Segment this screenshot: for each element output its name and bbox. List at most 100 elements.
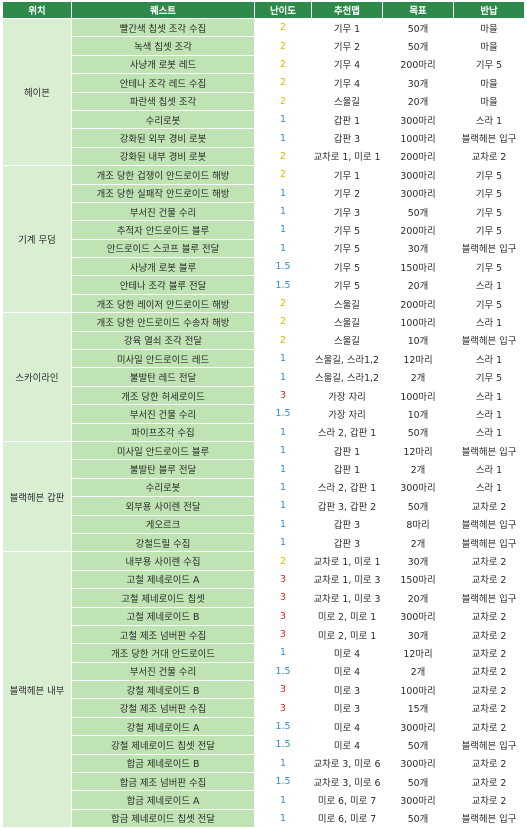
recommended-map-cell: 갑판 3 (311, 532, 383, 553)
recommended-map-cell: 교차로 3, 미로 6 (311, 772, 383, 792)
recommended-map-cell: 기무 5 (311, 257, 383, 277)
quest-name-cell: 게오르크 (71, 514, 255, 534)
table-row: 고철 제네로이드 A 3 교차로 1, 미로 3 150마리 교차로 2 (3, 569, 525, 590)
difficulty-cell: 3 (254, 680, 312, 700)
table-row: 파란색 칩셋 조각 2 스울길 20개 마을 (3, 91, 525, 111)
difficulty-cell: 1 (254, 477, 312, 498)
return-location-cell: 블랙헤븐 입구 (453, 238, 525, 259)
recommended-map-cell: 가장 자리 (311, 385, 383, 406)
recommended-map-cell: 갑판 1 (311, 459, 383, 479)
goal-cell: 50개 (382, 17, 454, 38)
difficulty-cell: 3 (254, 624, 312, 645)
goal-cell: 200마리 (382, 293, 454, 314)
header-location: 위치 (2, 1, 72, 19)
header-recommended-map: 추천맵 (311, 1, 383, 19)
return-location-cell: 스라 1 (453, 477, 525, 498)
goal-cell: 300마리 (382, 606, 454, 626)
recommended-map-cell: 미로 6, 미로 7 (311, 808, 383, 828)
difficulty-cell: 2 (254, 73, 312, 93)
recommended-map-cell: 갑판 1 (311, 109, 383, 130)
goal-cell: 300마리 (382, 165, 454, 185)
quest-name-cell: 부서진 건물 수리 (71, 201, 255, 222)
quest-name-cell: 수리로봇 (71, 109, 255, 130)
difficulty-cell: 1 (254, 532, 312, 553)
goal-cell: 300마리 (382, 477, 454, 498)
table-row: 불발탄 블루 전달 1 갑판 1 2개 스라 1 (3, 459, 525, 479)
quest-name-cell: 부서진 건물 수리 (71, 661, 255, 682)
recommended-map-cell: 교차로 1, 미로 1 (311, 551, 383, 571)
difficulty-cell: 3 (254, 385, 312, 406)
return-location-cell: 기무 5 (453, 293, 525, 314)
table-row: 강철 제네로이드 칩셋 전달 1.5 미로 4 50개 블랙헤븐 입구 (3, 735, 525, 755)
difficulty-cell: 1.5 (254, 716, 312, 737)
quest-name-cell: 강화된 내부 경비 로봇 (71, 146, 255, 167)
table-row: 기계 무덤 개조 당한 겁쟁이 안드로이드 해방 2 기무 1 300마리 기무 5 (2, 165, 525, 314)
goal-cell: 30개 (382, 551, 454, 571)
quest-name-cell: 강철드릴 수집 (71, 532, 255, 553)
quest-table-body: 헤이븐 빨간색 칩셋 조각 수집 2 기무 1 50개 마을 녹색 칩셋 조각 2 기무 2 50… (2, 17, 525, 828)
difficulty-cell: 1 (254, 183, 312, 203)
return-location-cell: 교차로 2 (453, 569, 525, 590)
quest-name-cell: 강철 제네로이드 B (71, 680, 255, 700)
recommended-map-cell: 스울길, 스라1,2 (311, 349, 383, 369)
table-row: 사냥개 로봇 블루 1.5 기무 5 150마리 기무 5 (3, 257, 525, 277)
table-row: 게오르크 1 갑판 3 8마리 블랙헤븐 입구 (3, 514, 525, 534)
return-location-cell: 스라 1 (453, 312, 525, 332)
difficulty-cell: 1.5 (254, 275, 312, 295)
table-row: 부서진 건물 수리 1.5 미로 4 2개 교차로 2 (3, 661, 525, 682)
table-row: 개조 당한 레이저 안드로이드 해방 2 스울길 200마리 기무 5 (3, 293, 525, 314)
goal-cell: 20개 (382, 91, 454, 111)
difficulty-cell: 1 (254, 808, 312, 828)
recommended-map-cell: 스울길 (311, 293, 383, 314)
recommended-map-cell: 스울길 (311, 91, 383, 111)
return-location-cell: 블랙헤븐 입구 (453, 440, 525, 461)
goal-cell: 2개 (382, 459, 454, 479)
difficulty-cell: 1 (254, 753, 312, 774)
return-location-cell: 스라 1 (453, 349, 525, 369)
quest-name-cell: 불발탄 레드 전달 (71, 367, 255, 387)
table-row: 녹색 칩셋 조각 2 기무 2 50개 마을 (3, 36, 525, 56)
table-row: 강화된 외부 경비 로봇 1 갑판 3 100마리 블랙헤븐 입구 (3, 128, 525, 148)
goal-cell: 150마리 (382, 569, 454, 590)
table-row: 미사일 안드로이드 레드 1 스울길, 스라1,2 12마리 스라 1 (3, 349, 525, 369)
recommended-map-cell: 가장 자리 (311, 404, 383, 424)
return-location-cell: 블랙헤븐 입구 (453, 128, 525, 148)
return-location-cell: 블랙헤븐 입구 (453, 735, 525, 755)
goal-cell: 300마리 (382, 109, 454, 130)
recommended-map-cell: 기무 4 (311, 73, 383, 93)
recommended-map-cell: 스라 2, 갑판 1 (311, 422, 383, 442)
location-cell: 블랙헤븐 내부 (2, 551, 72, 828)
return-location-cell: 기무 5 (453, 220, 525, 240)
recommended-map-cell: 갑판 3 (311, 514, 383, 534)
return-location-cell: 기무 5 (453, 257, 525, 277)
difficulty-cell: 3 (254, 606, 312, 626)
table-row: 부서진 건물 수리 1 기무 3 50개 기무 5 (3, 201, 525, 222)
table-row: 외부용 사이렌 전달 1 갑판 3, 갑판 2 50개 교차로 2 (3, 496, 525, 516)
difficulty-cell: 1 (254, 238, 312, 259)
table-row: 안드로이드 스코프 블루 전달 1 기무 5 30개 블랙헤븐 입구 (3, 238, 525, 259)
difficulty-cell: 2 (254, 165, 312, 185)
return-location-cell: 마을 (453, 36, 525, 56)
recommended-map-cell: 교차로 1, 미로 1 (311, 146, 383, 167)
goal-cell: 200마리 (382, 54, 454, 75)
difficulty-cell: 2 (254, 146, 312, 167)
recommended-map-cell: 스울길, 스라1,2 (311, 367, 383, 387)
quest-name-cell: 안드로이드 스코프 블루 전달 (71, 238, 255, 259)
quest-name-cell: 사냥개 로봇 레드 (71, 54, 255, 75)
location-cell: 기계 무덤 (2, 165, 72, 314)
return-location-cell: 교차로 2 (453, 772, 525, 792)
recommended-map-cell: 기무 4 (311, 54, 383, 75)
goal-cell: 200마리 (382, 220, 454, 240)
return-location-cell: 스라 1 (453, 459, 525, 479)
goal-cell: 50개 (382, 735, 454, 755)
table-row: 부서진 건물 수리 1.5 가장 자리 10개 스라 1 (3, 404, 525, 424)
difficulty-cell: 1 (254, 440, 312, 461)
quest-name-cell: 개조 당한 거대 안드로이드 (71, 643, 255, 663)
goal-cell: 10개 (382, 330, 454, 351)
table-row: 헤이븐 빨간색 칩셋 조각 수집 2 기무 1 50개 마을 (2, 17, 525, 167)
goal-cell: 10개 (382, 404, 454, 424)
goal-cell: 12마리 (382, 643, 454, 663)
difficulty-cell: 1.5 (254, 404, 312, 424)
return-location-cell: 기무 5 (453, 183, 525, 203)
